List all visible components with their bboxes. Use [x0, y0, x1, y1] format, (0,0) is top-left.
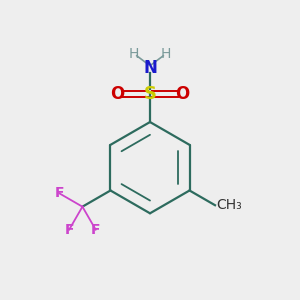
Text: O: O [110, 85, 125, 103]
Text: O: O [175, 85, 190, 103]
Text: F: F [64, 223, 74, 237]
Text: CH₃: CH₃ [217, 198, 242, 212]
Text: H: H [161, 47, 171, 61]
Text: S: S [143, 85, 157, 103]
Text: H: H [129, 47, 139, 61]
Text: N: N [143, 58, 157, 76]
Text: F: F [91, 223, 100, 237]
Text: F: F [55, 186, 64, 200]
